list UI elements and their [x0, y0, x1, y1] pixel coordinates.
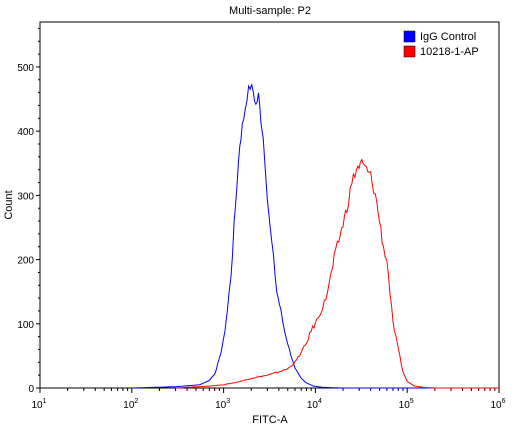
legend: IgG Control 10218-1-AP — [403, 30, 479, 58]
x-tick-exponent: 3 — [226, 398, 230, 405]
x-tick-label: 103 — [215, 398, 230, 411]
x-tick-base: 10 — [399, 400, 411, 411]
x-axis-ticks: 101 102 103 104 105 106 — [31, 388, 506, 411]
x-tick-base: 10 — [490, 400, 502, 411]
plot-frame — [39, 21, 500, 389]
y-tick-label: 300 — [17, 191, 34, 202]
x-tick-base: 10 — [123, 400, 135, 411]
chart-title: Multi-sample: P2 — [229, 5, 311, 17]
y-tick-label: 500 — [17, 63, 34, 74]
series-lines — [131, 84, 499, 389]
y-axis-label: Count — [3, 190, 15, 219]
series-line-2 — [175, 158, 499, 389]
x-tick-exponent: 5 — [410, 398, 414, 405]
legend-swatch — [403, 45, 416, 58]
legend-label: 10218-1-AP — [420, 46, 479, 58]
x-tick-base: 10 — [215, 400, 227, 411]
x-tick-label: 102 — [123, 398, 138, 411]
x-tick-base: 10 — [31, 400, 43, 411]
x-tick-label: 101 — [31, 398, 46, 411]
y-tick-label: 0 — [28, 384, 34, 395]
legend-label: IgG Control — [420, 31, 476, 43]
x-tick-label: 106 — [490, 398, 505, 411]
x-tick-label: 105 — [399, 398, 414, 411]
y-tick-label: 100 — [17, 320, 34, 331]
x-tick-exponent: 4 — [318, 398, 322, 405]
series-line-1 — [131, 84, 499, 389]
legend-swatch — [403, 30, 416, 43]
x-tick-base: 10 — [307, 400, 319, 411]
y-tick-label: 400 — [17, 127, 34, 138]
x-tick-exponent: 2 — [134, 398, 138, 405]
x-axis-label: FITC-A — [252, 414, 288, 426]
x-tick-label: 104 — [307, 398, 322, 411]
x-tick-exponent: 6 — [502, 398, 506, 405]
y-tick-label: 200 — [17, 256, 34, 267]
y-axis-ticks: 0 100 200 300 400 500 — [17, 27, 40, 395]
x-tick-exponent: 1 — [43, 398, 47, 405]
